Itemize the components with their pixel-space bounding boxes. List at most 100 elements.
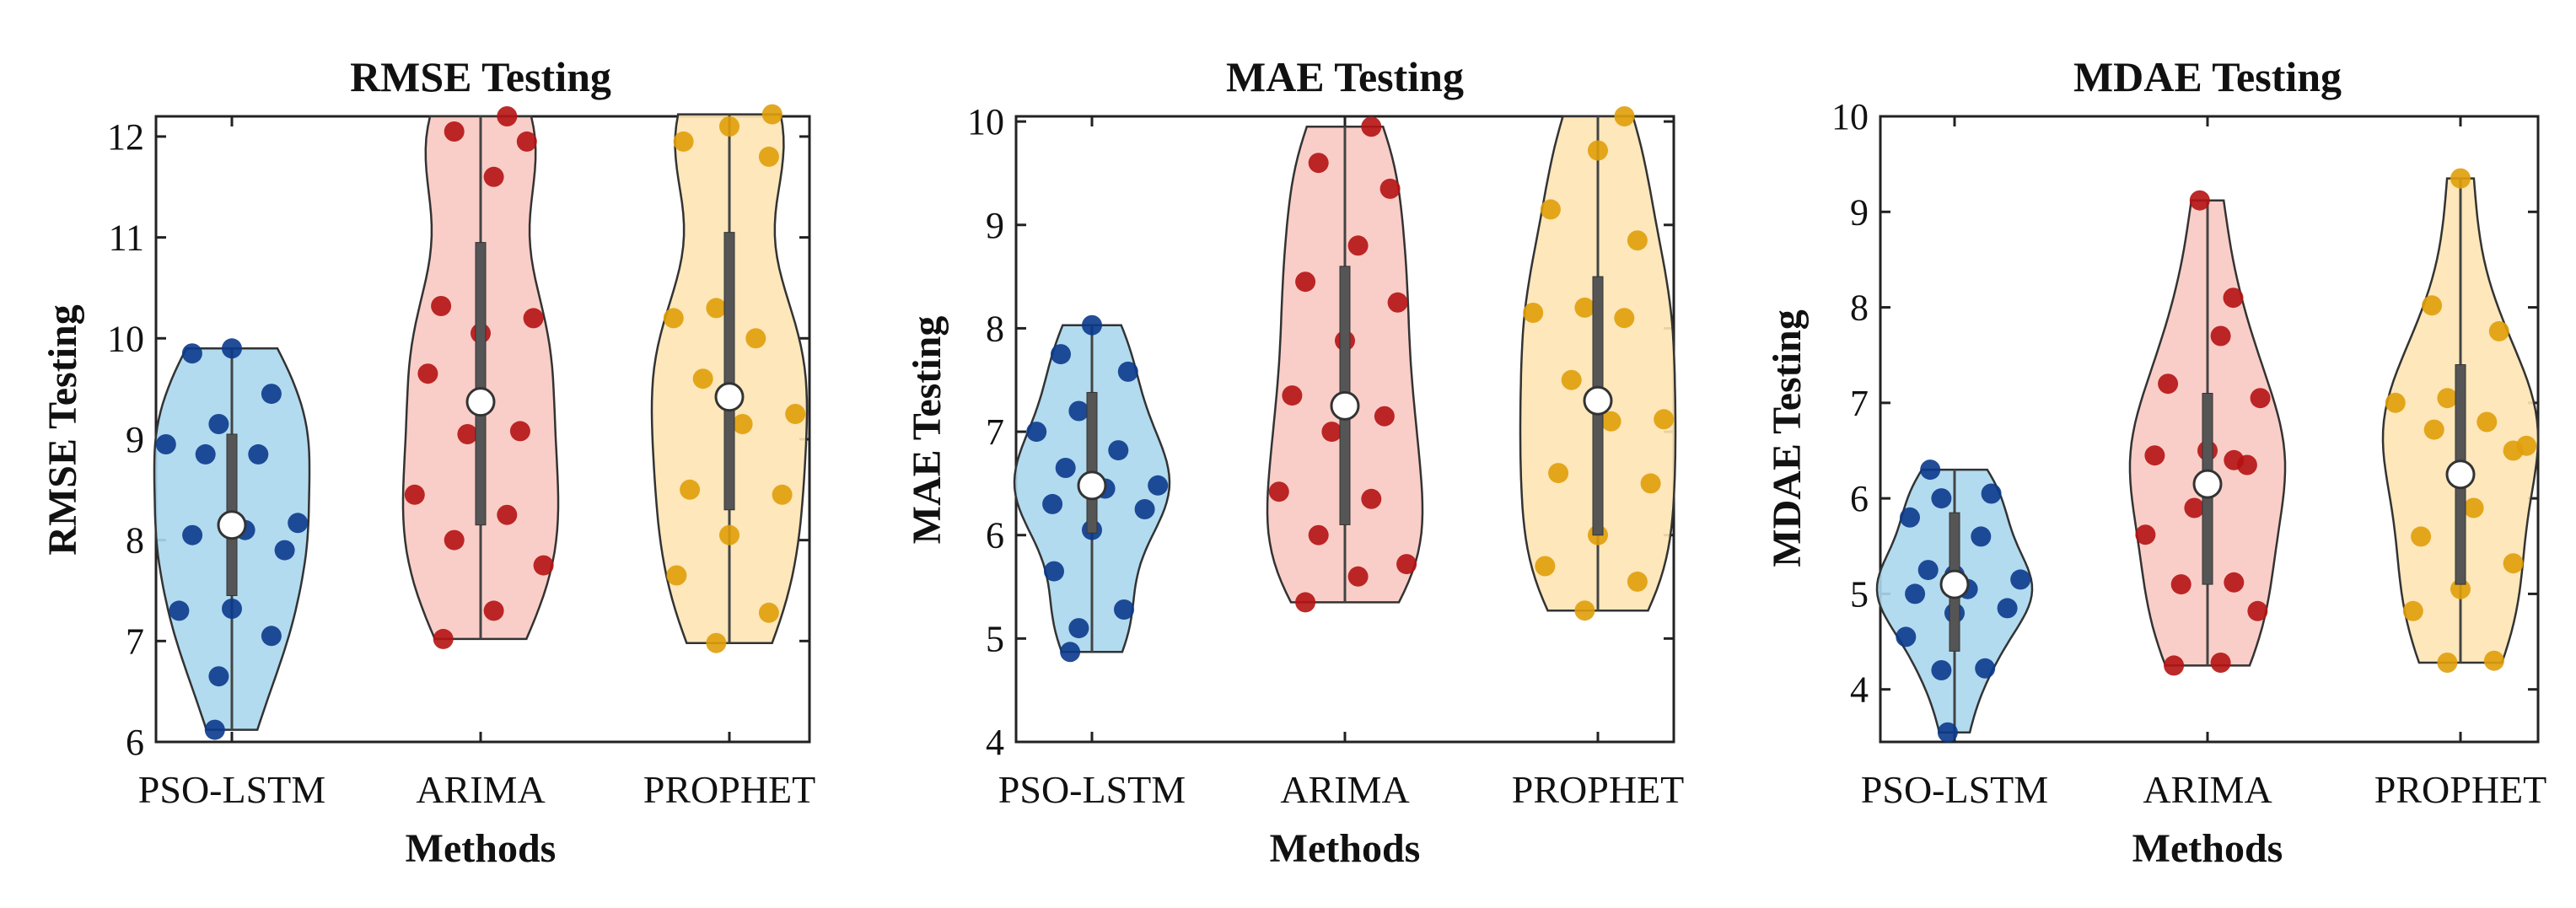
y-tick-label: 8 <box>986 308 1004 349</box>
data-point <box>204 719 225 740</box>
data-point <box>483 600 504 621</box>
panel-mae-ylabel: MAE Testing <box>905 316 949 545</box>
data-point <box>2184 497 2205 518</box>
data-point <box>772 484 793 505</box>
data-point <box>274 540 295 561</box>
panel-mae-category-3: PROPHET <box>1512 768 1684 811</box>
data-point <box>1361 488 1382 509</box>
data-point <box>516 131 537 152</box>
median-marker <box>1077 470 1107 501</box>
panel-rmse-category-1: PSO-LSTM <box>138 768 325 811</box>
median-marker <box>217 510 247 540</box>
data-point <box>1148 475 1169 496</box>
data-point <box>457 424 478 444</box>
median-marker <box>714 382 745 412</box>
data-point <box>2423 419 2444 440</box>
data-point <box>1971 526 1992 547</box>
data-point <box>1117 361 1138 382</box>
data-point <box>444 529 465 551</box>
iqr-box <box>723 232 735 511</box>
data-point <box>1114 599 1134 620</box>
data-point <box>1535 556 1556 577</box>
data-point <box>288 513 309 534</box>
data-point <box>1134 499 1155 519</box>
iqr-box <box>475 242 487 526</box>
data-point <box>1931 488 1952 509</box>
data-point <box>1396 554 1417 575</box>
data-point <box>444 121 465 142</box>
y-tick-label: 8 <box>126 520 144 561</box>
data-point <box>719 524 739 545</box>
data-point <box>155 434 176 454</box>
data-point <box>1900 507 1920 528</box>
panel-mae: 4 5 6 7 8 9 10 MAE Testing PSO-LSTM ARIMA PROP… <box>905 53 1684 871</box>
panel-mdae: 4 5 6 7 8 9 10 MDAE Testing PSO-LSTM ARIMA PRO… <box>1765 53 2546 871</box>
panel-mae-xlabel: Methods <box>1270 826 1421 871</box>
data-point <box>1975 658 1996 679</box>
data-point <box>261 626 282 647</box>
data-point <box>1387 292 1408 313</box>
data-point <box>1614 106 1635 126</box>
data-point <box>2210 653 2231 673</box>
panel-rmse: 6 7 8 9 10 11 12 RMSE Testing PSO-LSTM ARIMA P… <box>40 53 815 871</box>
panel-rmse-category-3: PROPHET <box>643 768 815 811</box>
panel-mdae-category-1: PSO-LSTM <box>1861 768 2048 811</box>
data-point <box>1614 308 1635 329</box>
data-point <box>533 555 554 576</box>
panel-mdae-category-2: ARIMA <box>2143 768 2272 811</box>
data-point <box>181 343 202 364</box>
y-tick-label: 5 <box>1850 573 1869 615</box>
data-point <box>1042 493 1063 514</box>
data-point <box>1937 722 1958 743</box>
data-point <box>2437 388 2458 409</box>
data-point <box>1981 483 2002 504</box>
data-point <box>2189 190 2210 211</box>
data-point <box>2450 168 2471 189</box>
median-marker <box>1939 569 1970 599</box>
panel-mae-title: MAE Testing <box>1226 53 1464 100</box>
panel-mdae-title: MDAE Testing <box>2073 53 2342 100</box>
y-tick-label: 6 <box>986 515 1004 556</box>
y-tick-label: 5 <box>986 618 1004 659</box>
data-point <box>1308 153 1329 174</box>
data-point <box>666 565 687 586</box>
median-marker <box>1583 385 1613 416</box>
data-point <box>208 414 229 434</box>
data-point <box>1308 524 1329 545</box>
y-tick-label: 9 <box>986 205 1004 246</box>
y-tick-label: 11 <box>109 218 144 259</box>
data-point <box>2144 445 2165 466</box>
data-point <box>1055 458 1076 478</box>
y-tick-label: 7 <box>126 621 144 662</box>
data-point <box>483 166 504 187</box>
data-point <box>2247 600 2268 621</box>
data-point <box>1654 409 1675 430</box>
y-tick-label: 6 <box>1850 478 1869 519</box>
data-point <box>509 421 530 442</box>
y-tick-label: 10 <box>967 101 1004 142</box>
panel-rmse-xlabel: Methods <box>406 826 557 871</box>
panel-mae-category-2: ARIMA <box>1280 768 1409 811</box>
data-point <box>1540 199 1561 220</box>
data-point <box>1523 303 1544 323</box>
data-point <box>1588 140 1608 161</box>
data-point <box>222 338 242 359</box>
data-point <box>1068 618 1089 639</box>
data-point <box>1905 583 1926 604</box>
data-point <box>2437 653 2458 673</box>
data-point <box>497 504 518 525</box>
data-point <box>2422 295 2443 316</box>
panel-mdae-xlabel: Methods <box>2132 826 2283 871</box>
panel-mdae-category-3: PROPHET <box>2374 768 2546 811</box>
data-point <box>1051 344 1071 365</box>
data-point <box>719 116 739 137</box>
y-tick-label: 9 <box>126 419 144 460</box>
y-tick-label: 7 <box>1850 383 1869 424</box>
y-tick-label: 10 <box>107 318 144 359</box>
y-tick-label: 7 <box>986 411 1004 453</box>
data-point <box>2224 572 2245 593</box>
data-point <box>1295 592 1316 613</box>
data-point <box>1082 314 1102 336</box>
y-tick-label: 10 <box>1831 96 1869 137</box>
data-point <box>433 628 454 649</box>
